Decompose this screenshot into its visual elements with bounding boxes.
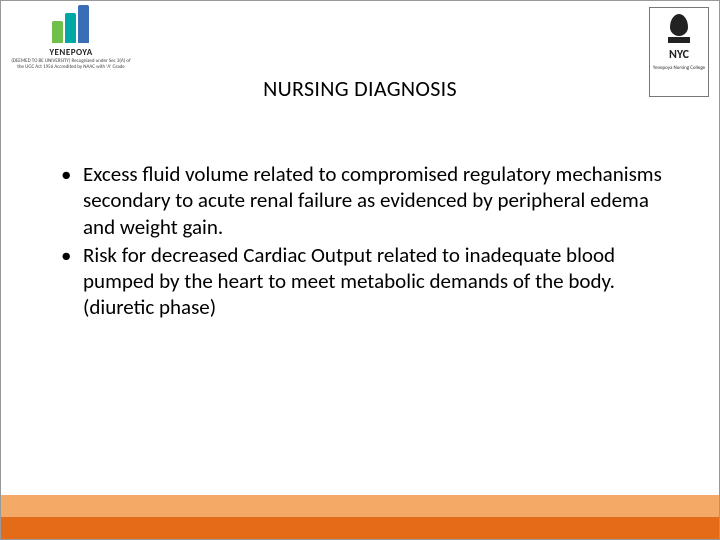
header: YENEPOYA (DEEMED TO BE UNIVERSITY) Recog… <box>1 1 719 111</box>
content-area: Excess fluid volume related to compromis… <box>55 161 679 323</box>
yenepoya-bars-icon <box>52 5 90 43</box>
footer-band-top <box>1 495 719 517</box>
logo-right-abbrev: NYC <box>669 48 689 62</box>
list-item: Excess fluid volume related to compromis… <box>55 161 679 240</box>
list-item: Risk for decreased Cardiac Output relate… <box>55 242 679 321</box>
slide: YENEPOYA (DEEMED TO BE UNIVERSITY) Recog… <box>0 0 720 540</box>
logo-right-subtitle: Yenepoya Nursing College <box>653 66 705 72</box>
footer <box>1 495 719 539</box>
lamp-icon <box>666 14 692 44</box>
logo-left-subtitle: (DEEMED TO BE UNIVERSITY) Recognized und… <box>11 59 131 70</box>
footer-band-bottom <box>1 517 719 539</box>
slide-title: NURSING DIAGNOSIS <box>1 75 719 102</box>
bullet-list: Excess fluid volume related to compromis… <box>55 161 679 321</box>
logo-left-name: YENEPOYA <box>49 47 92 58</box>
